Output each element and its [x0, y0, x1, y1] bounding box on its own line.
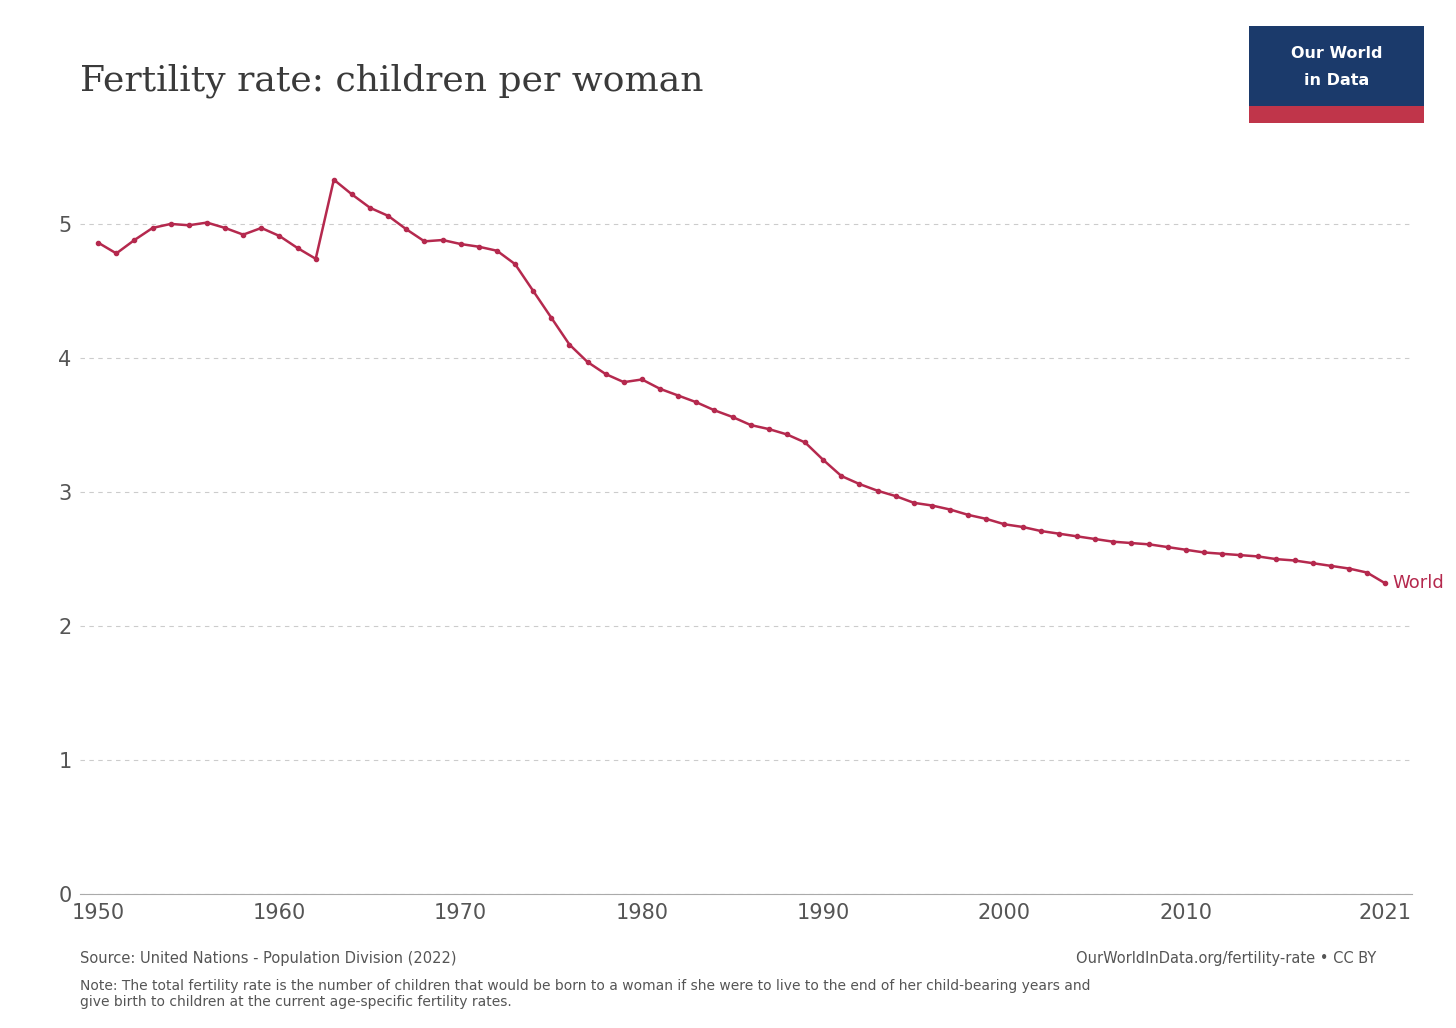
- Bar: [1249, 106, 1424, 123]
- Text: Note: The total fertility rate is the number of children that would be born to a: Note: The total fertility rate is the nu…: [80, 979, 1091, 1008]
- Text: Our World: Our World: [1291, 45, 1382, 61]
- Text: World: World: [1392, 575, 1444, 592]
- Text: Fertility rate: children per woman: Fertility rate: children per woman: [80, 63, 703, 98]
- Text: OurWorldInData.org/fertility-rate • CC BY: OurWorldInData.org/fertility-rate • CC B…: [1076, 951, 1376, 966]
- Text: in Data: in Data: [1305, 73, 1369, 87]
- Text: Source: United Nations - Population Division (2022): Source: United Nations - Population Divi…: [80, 951, 457, 966]
- Bar: [1249, 26, 1424, 106]
